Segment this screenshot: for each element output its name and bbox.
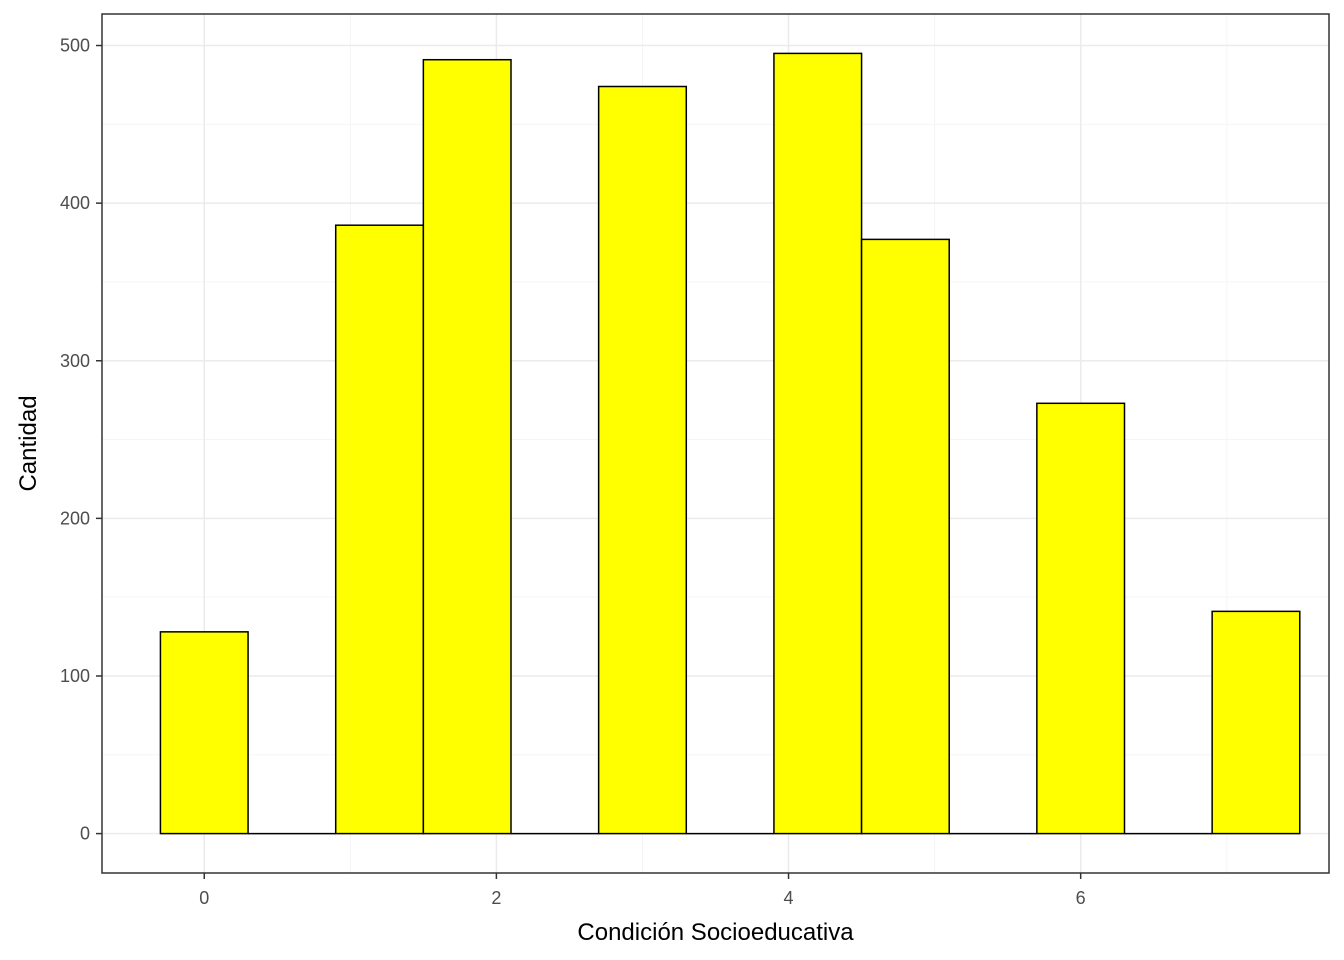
x-tick-label: 0 — [199, 888, 209, 908]
histogram-bar — [422, 58, 512, 835]
x-axis-title: Condición Socioeducativa — [577, 919, 854, 946]
histogram-bar — [597, 85, 688, 835]
x-tick-label: 6 — [1076, 888, 1086, 908]
y-tick-label: 500 — [60, 36, 90, 56]
y-tick-label: 100 — [60, 666, 90, 686]
histogram-bar — [860, 238, 950, 835]
y-tick-label: 400 — [60, 193, 90, 213]
panel-border — [101, 13, 1330, 874]
y-tick-label: 200 — [60, 508, 90, 528]
y-axis-title: Cantidad — [15, 395, 42, 491]
histogram-bar — [1036, 402, 1126, 835]
histogram-bar — [159, 631, 249, 835]
histogram-bar — [773, 52, 863, 835]
x-tick-label: 4 — [784, 888, 794, 908]
x-tick-label: 2 — [491, 888, 501, 908]
histogram-bars — [159, 52, 1301, 835]
y-tick-label: 300 — [60, 351, 90, 371]
y-tick-label: 0 — [80, 824, 90, 844]
grid-minor-lines — [102, 14, 1329, 873]
grid-major-lines — [102, 14, 1329, 873]
x-axis-ticks: 0 2 4 6 — [199, 873, 1086, 908]
histogram-bar — [334, 224, 425, 835]
histogram-bar — [1211, 610, 1301, 835]
y-axis-ticks: 0 100 200 300 400 500 — [60, 36, 102, 844]
